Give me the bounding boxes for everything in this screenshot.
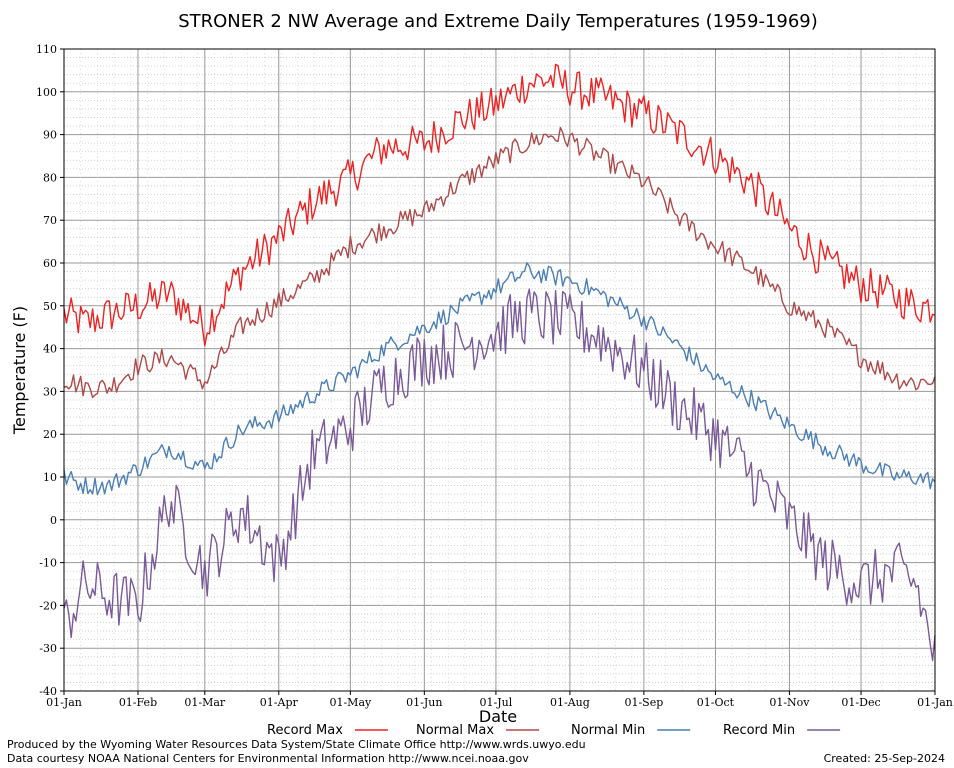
series-line-record-max: [63, 63, 936, 347]
x-tick-label: 01-May: [329, 696, 372, 709]
y-tick-label: -10: [39, 557, 57, 570]
x-axis-label: Date: [479, 707, 517, 726]
y-tick-label: -40: [39, 685, 57, 698]
y-tick-label: 70: [43, 214, 57, 227]
legend-label-record-min: Record Min: [723, 723, 795, 738]
y-tick-label: 90: [43, 129, 57, 142]
legend-label-normal-min: Normal Min: [571, 723, 645, 738]
x-tick-label: 01-Apr: [260, 696, 299, 709]
y-tick-label: 60: [43, 257, 57, 270]
footer-credit-line-2: Data courtesy NOAA National Centers for …: [7, 752, 529, 765]
legend: Record Max Normal Max Normal Min Record Min: [267, 723, 841, 738]
created-date: Created: 25-Sep-2024: [824, 752, 945, 765]
legend-label-normal-max: Normal Max: [416, 723, 494, 738]
y-tick-label: -30: [39, 642, 57, 655]
x-tick-label: 01-Jul: [480, 696, 513, 709]
chart-title: STRONER 2 NW Average and Extreme Daily T…: [178, 11, 818, 32]
y-tick-label: 100: [36, 86, 57, 99]
plot-frame: [63, 48, 936, 692]
legend-label-record-max: Record Max: [267, 723, 343, 738]
series-line-record-min: [63, 288, 936, 661]
y-tick-label: 110: [36, 43, 57, 56]
series-line-normal-max: [63, 126, 936, 399]
y-tick-label: 30: [43, 385, 57, 398]
y-tick-label: 0: [50, 514, 57, 527]
series-line-normal-min: [63, 262, 936, 496]
footer-credit-line-1: Produced by the Wyoming Water Resources …: [7, 738, 586, 751]
y-tick-label: 10: [43, 471, 57, 484]
x-tick-labels: 01-Jan 01-Feb 01-Mar 01-Apr 01-May 01-Jun 01-J…: [46, 691, 953, 709]
y-tick-label: -20: [39, 599, 57, 612]
x-tick-label: 01-Mar: [184, 696, 226, 709]
x-tick-label: 01-Dec: [841, 696, 880, 709]
y-tick-label: 50: [43, 300, 57, 313]
y-axis-label: Temperature (F): [10, 306, 29, 435]
x-tick-label: 01-Jun: [406, 696, 442, 709]
x-tick-label: 01-Jan: [46, 696, 82, 709]
y-tick-label: 80: [43, 171, 57, 184]
x-tick-label: 01-Feb: [119, 696, 157, 709]
y-tick-label: 40: [43, 343, 57, 356]
x-tick-label: 01-Aug: [550, 696, 590, 709]
x-tick-label: 01-Sep: [624, 696, 663, 709]
grid: [63, 48, 936, 692]
x-tick-label: 01-Jan: [917, 696, 953, 709]
series-lines: [63, 63, 936, 661]
y-tick-labels: -40 -30 -20 -10 0 10 20 30 40 50 60 70 80 90 100 110: [36, 43, 64, 698]
x-tick-label: 01-Nov: [769, 696, 810, 709]
y-tick-label: 20: [43, 428, 57, 441]
x-tick-label: 01-Oct: [697, 696, 735, 709]
